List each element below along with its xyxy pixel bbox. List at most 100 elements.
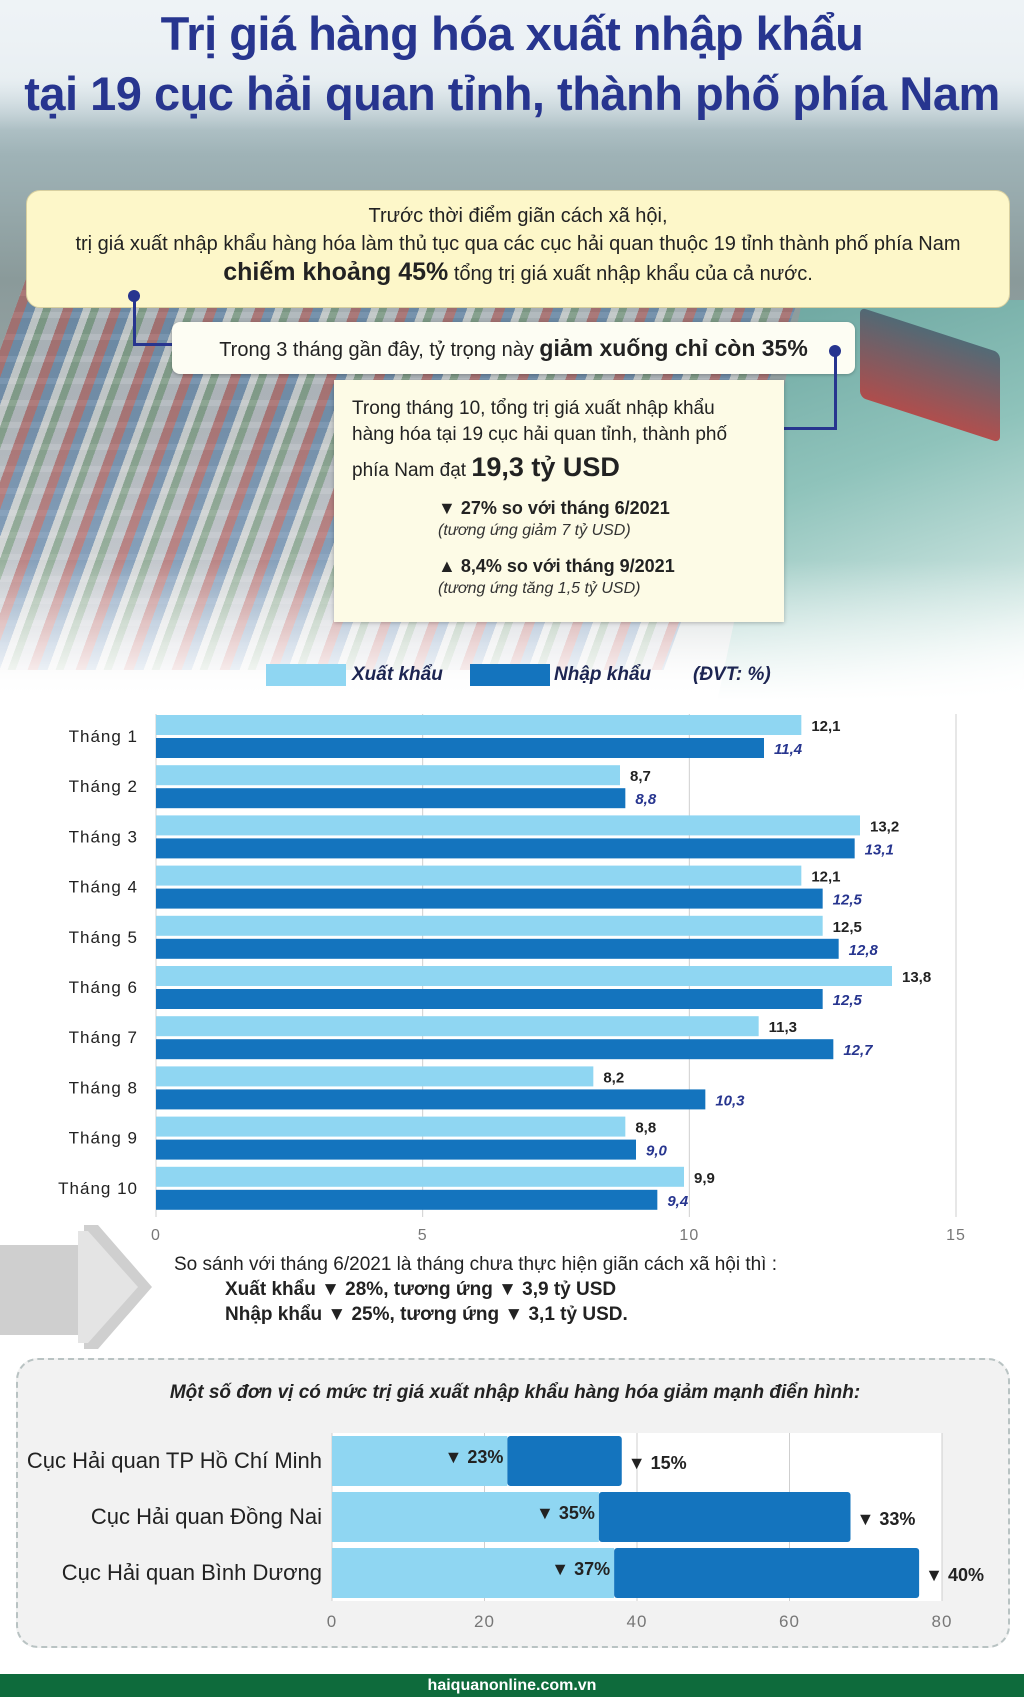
data-label-export: 12,1 [811, 869, 840, 886]
data-label-export: ▼ 37% [551, 1559, 610, 1579]
data-label-export: 12,5 [833, 919, 862, 936]
legend-label-import: Nhập khẩu [554, 664, 652, 685]
bar-import [156, 788, 626, 809]
share-emphasis: giảm xuống chỉ còn 35% [539, 335, 808, 361]
category-label: Tháng 5 [69, 928, 138, 947]
bar-import [156, 1189, 658, 1210]
summary-line-1: Trước thời điểm giãn cách xã hội, [368, 205, 668, 227]
category-label: Tháng 9 [69, 1129, 138, 1148]
category-label: Tháng 10 [58, 1179, 138, 1198]
bar-import [156, 888, 823, 909]
share-box: Trong 3 tháng gần đây, tỷ trọng này giảm… [172, 322, 855, 374]
data-label-export: 12,1 [811, 718, 840, 735]
bar-import [156, 1139, 636, 1160]
data-label-export: ▼ 35% [536, 1503, 595, 1523]
bar-import [507, 1436, 622, 1486]
category-label: Tháng 7 [69, 1028, 138, 1047]
connector-line-2h [770, 427, 837, 430]
bar-export [156, 1016, 759, 1037]
data-label-export: 11,3 [769, 1019, 797, 1036]
connector-line-1h [133, 343, 191, 346]
data-label-import: ▼ 40% [925, 1565, 984, 1585]
page-title: Trị giá hàng hóa xuất nhập khẩu tại 19 c… [0, 4, 1024, 124]
bar-import [156, 738, 764, 758]
data-label-export: 13,2 [870, 818, 899, 835]
october-value: 19,3 tỷ USD [471, 452, 620, 482]
change-vs-june-sub: (tương ứng giảm 7 tỷ USD) [438, 522, 631, 539]
bar-import [156, 938, 839, 959]
october-line-1: Trong tháng 10, tổng trị giá xuất nhập k… [352, 398, 715, 419]
connector-line-1v [133, 296, 136, 344]
share-text: Trong 3 tháng gần đây, tỷ trọng này [219, 339, 534, 361]
bar-import [614, 1548, 920, 1598]
category-label: Tháng 4 [69, 878, 138, 897]
bar-import [598, 1492, 851, 1542]
bar-export [156, 865, 802, 886]
data-label-export: ▼ 23% [445, 1447, 504, 1467]
sky-fade [0, 0, 1024, 130]
data-label-import: 9,0 [646, 1143, 668, 1160]
bar-export [156, 765, 620, 786]
data-label-export: 8,8 [635, 1120, 656, 1137]
data-label-export: 8,7 [630, 768, 651, 785]
october-line-2: hàng hóa tại 19 cục hải quan tỉnh, thành… [352, 424, 728, 445]
bar-export [156, 715, 802, 735]
comparison-import: Nhập khẩu ▼ 25%, tương ứng ▼ 3,1 tỷ USD. [225, 1304, 628, 1325]
monthly-bar-chart: 0 5 10 15 Tháng 1 12,1 11,4 Tháng 2 8,7 8,8 Tháng … [58, 714, 966, 1244]
big-arrow-icon [0, 1225, 152, 1349]
bar-import [156, 838, 855, 859]
change-vs-september: ▲ 8,4% so với tháng 9/2021 [438, 556, 675, 576]
x-tick-label: 5 [418, 1227, 428, 1244]
data-label-import: 12,5 [833, 892, 863, 909]
footer-source: haiquanonline.com.vn [0, 1674, 1024, 1697]
data-label-import: 8,8 [635, 791, 657, 808]
october-line-3-text: phía Nam đạt [352, 460, 467, 481]
summary-rest: tổng trị giá xuất nhập khẩu của cả nước. [453, 263, 813, 285]
bar-export [156, 915, 823, 936]
summary-line-2: trị giá xuất nhập khẩu hàng hóa làm thủ … [75, 233, 961, 255]
bar-export [156, 815, 860, 836]
legend-unit: (ĐVT: %) [693, 664, 771, 685]
comparison-section: So sánh với tháng 6/2021 là tháng chưa t… [0, 1225, 1024, 1349]
data-label-import: 12,7 [843, 1042, 873, 1059]
bar-import [156, 989, 823, 1009]
data-label-export: 8,2 [603, 1069, 624, 1086]
x-tick-label: 20 [474, 1612, 495, 1631]
summary-emphasis: chiếm khoảng 45% [223, 258, 449, 286]
category-label: Tháng 1 [69, 727, 138, 746]
data-label-import: ▼ 33% [857, 1509, 916, 1529]
data-label-import: 13,1 [865, 841, 894, 858]
connector-line-2v [834, 351, 837, 429]
data-label-export: 9,9 [694, 1170, 715, 1187]
change-vs-september-sub: (tương ứng tăng 1,5 tỷ USD) [438, 580, 641, 597]
panel-title: Một số đơn vị có mức trị giá xuất nhập k… [169, 1382, 861, 1403]
bar-import [156, 1089, 706, 1110]
title-line-1: Trị giá hàng hóa xuất nhập khẩu [160, 7, 864, 60]
x-tick-label: 60 [779, 1612, 800, 1631]
bar-export [156, 1066, 594, 1087]
legend-swatch-export [266, 664, 346, 686]
data-label-import: 12,5 [833, 992, 863, 1009]
x-tick-label: 10 [679, 1227, 699, 1244]
data-label-import: 10,3 [715, 1092, 745, 1109]
category-label: Tháng 6 [69, 978, 138, 997]
chart-legend: Xuất khẩu Nhập khẩu (ĐVT: %) [0, 662, 1024, 688]
data-label-import: 9,4 [667, 1193, 689, 1210]
bar-import [156, 1039, 834, 1060]
bar-export [156, 966, 892, 986]
comparison-export: Xuất khẩu ▼ 28%, tương ứng ▼ 3,9 tỷ USD [225, 1279, 617, 1300]
change-vs-june: ▼ 27% so với tháng 6/2021 [438, 498, 670, 518]
summary-line-3: chiếm khoảng 45% tổng trị giá xuất nhập … [27, 258, 1009, 288]
summary-box: Trước thời điểm giãn cách xã hội, trị gi… [26, 190, 1010, 308]
bar-export [332, 1548, 615, 1598]
bar-export [332, 1492, 599, 1542]
legend-swatch-import [470, 664, 550, 686]
x-tick-label: 15 [946, 1227, 966, 1244]
bar-export [156, 1166, 684, 1187]
bar-export [332, 1436, 508, 1486]
category-label: Cục Hải quan Đồng Nai [91, 1504, 322, 1529]
category-label: Tháng 3 [69, 827, 138, 846]
october-line-3: phía Nam đạt 19,3 tỷ USD [352, 454, 766, 484]
category-label: Cục Hải quan Bình Dương [62, 1560, 322, 1585]
x-tick-label: 0 [327, 1612, 337, 1631]
